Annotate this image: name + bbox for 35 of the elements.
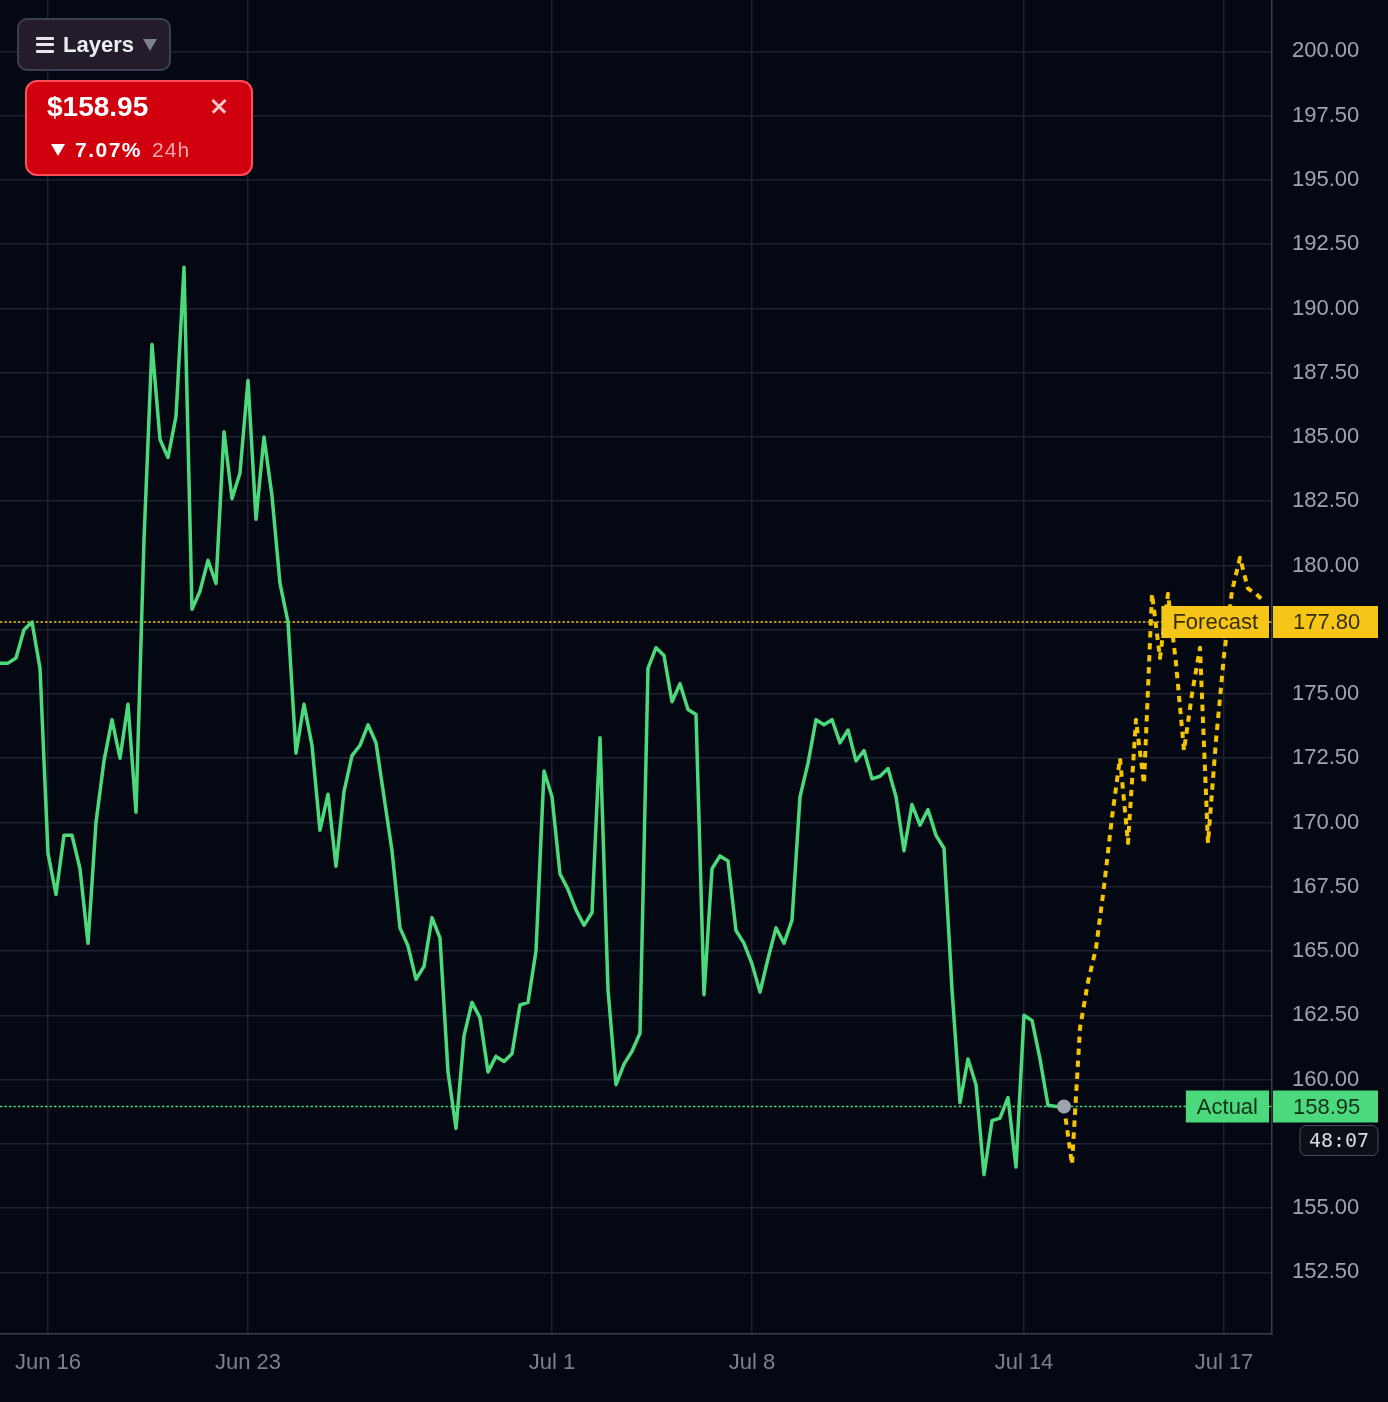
x-tick-label: Jun 16 (14, 1349, 82, 1375)
y-tick-label: 165.00 (1292, 937, 1360, 963)
y-tick-label: 172.50 (1292, 744, 1360, 770)
text: 177.80 (1293, 609, 1361, 635)
dropdown-button: Layers (17, 18, 171, 71)
y-tick-label: 160.00 (1292, 1065, 1360, 1091)
price-card: $158.95 7.07% 24h (25, 80, 253, 176)
y-tick-label: 190.00 (1292, 294, 1360, 320)
y-tick-label: 187.50 (1292, 358, 1360, 384)
annotation: 24h (152, 138, 191, 162)
text: 48:07 (1308, 1127, 1370, 1152)
y-tick-label: 152.50 (1292, 1258, 1360, 1284)
x-tick-label: Jun 23 (214, 1349, 282, 1375)
y-tick-label: 180.00 (1292, 551, 1360, 577)
annotation: $158.95 (47, 91, 149, 123)
y-tick-label: 155.00 (1292, 1194, 1360, 1220)
ref-line-label: Actual (1196, 1093, 1259, 1119)
y-tick-label: 170.00 (1292, 808, 1360, 834)
x-tick-label: Jul 1 (528, 1349, 576, 1375)
x-tick-label: Jul 8 (728, 1349, 776, 1375)
y-tick-label: 167.50 (1292, 872, 1360, 898)
y-tick-label: 182.50 (1292, 487, 1360, 513)
y-tick-label: 200.00 (1292, 37, 1360, 63)
y-tick-label: 197.50 (1292, 101, 1360, 127)
annotation: 7.07% (75, 138, 143, 162)
y-tick-label: 175.00 (1292, 680, 1360, 706)
ref-line-label: Forecast (1172, 609, 1259, 635)
x-tick-label: Jul 17 (1194, 1349, 1254, 1375)
x-tick-label: Jul 14 (994, 1349, 1054, 1375)
text: 158.95 (1293, 1093, 1361, 1119)
y-tick-label: 185.00 (1292, 423, 1360, 449)
annotation: Layers (63, 31, 134, 58)
y-tick-label: 162.50 (1292, 1001, 1360, 1027)
y-tick-label: 192.50 (1292, 230, 1360, 256)
y-tick-label: 195.00 (1292, 165, 1360, 191)
